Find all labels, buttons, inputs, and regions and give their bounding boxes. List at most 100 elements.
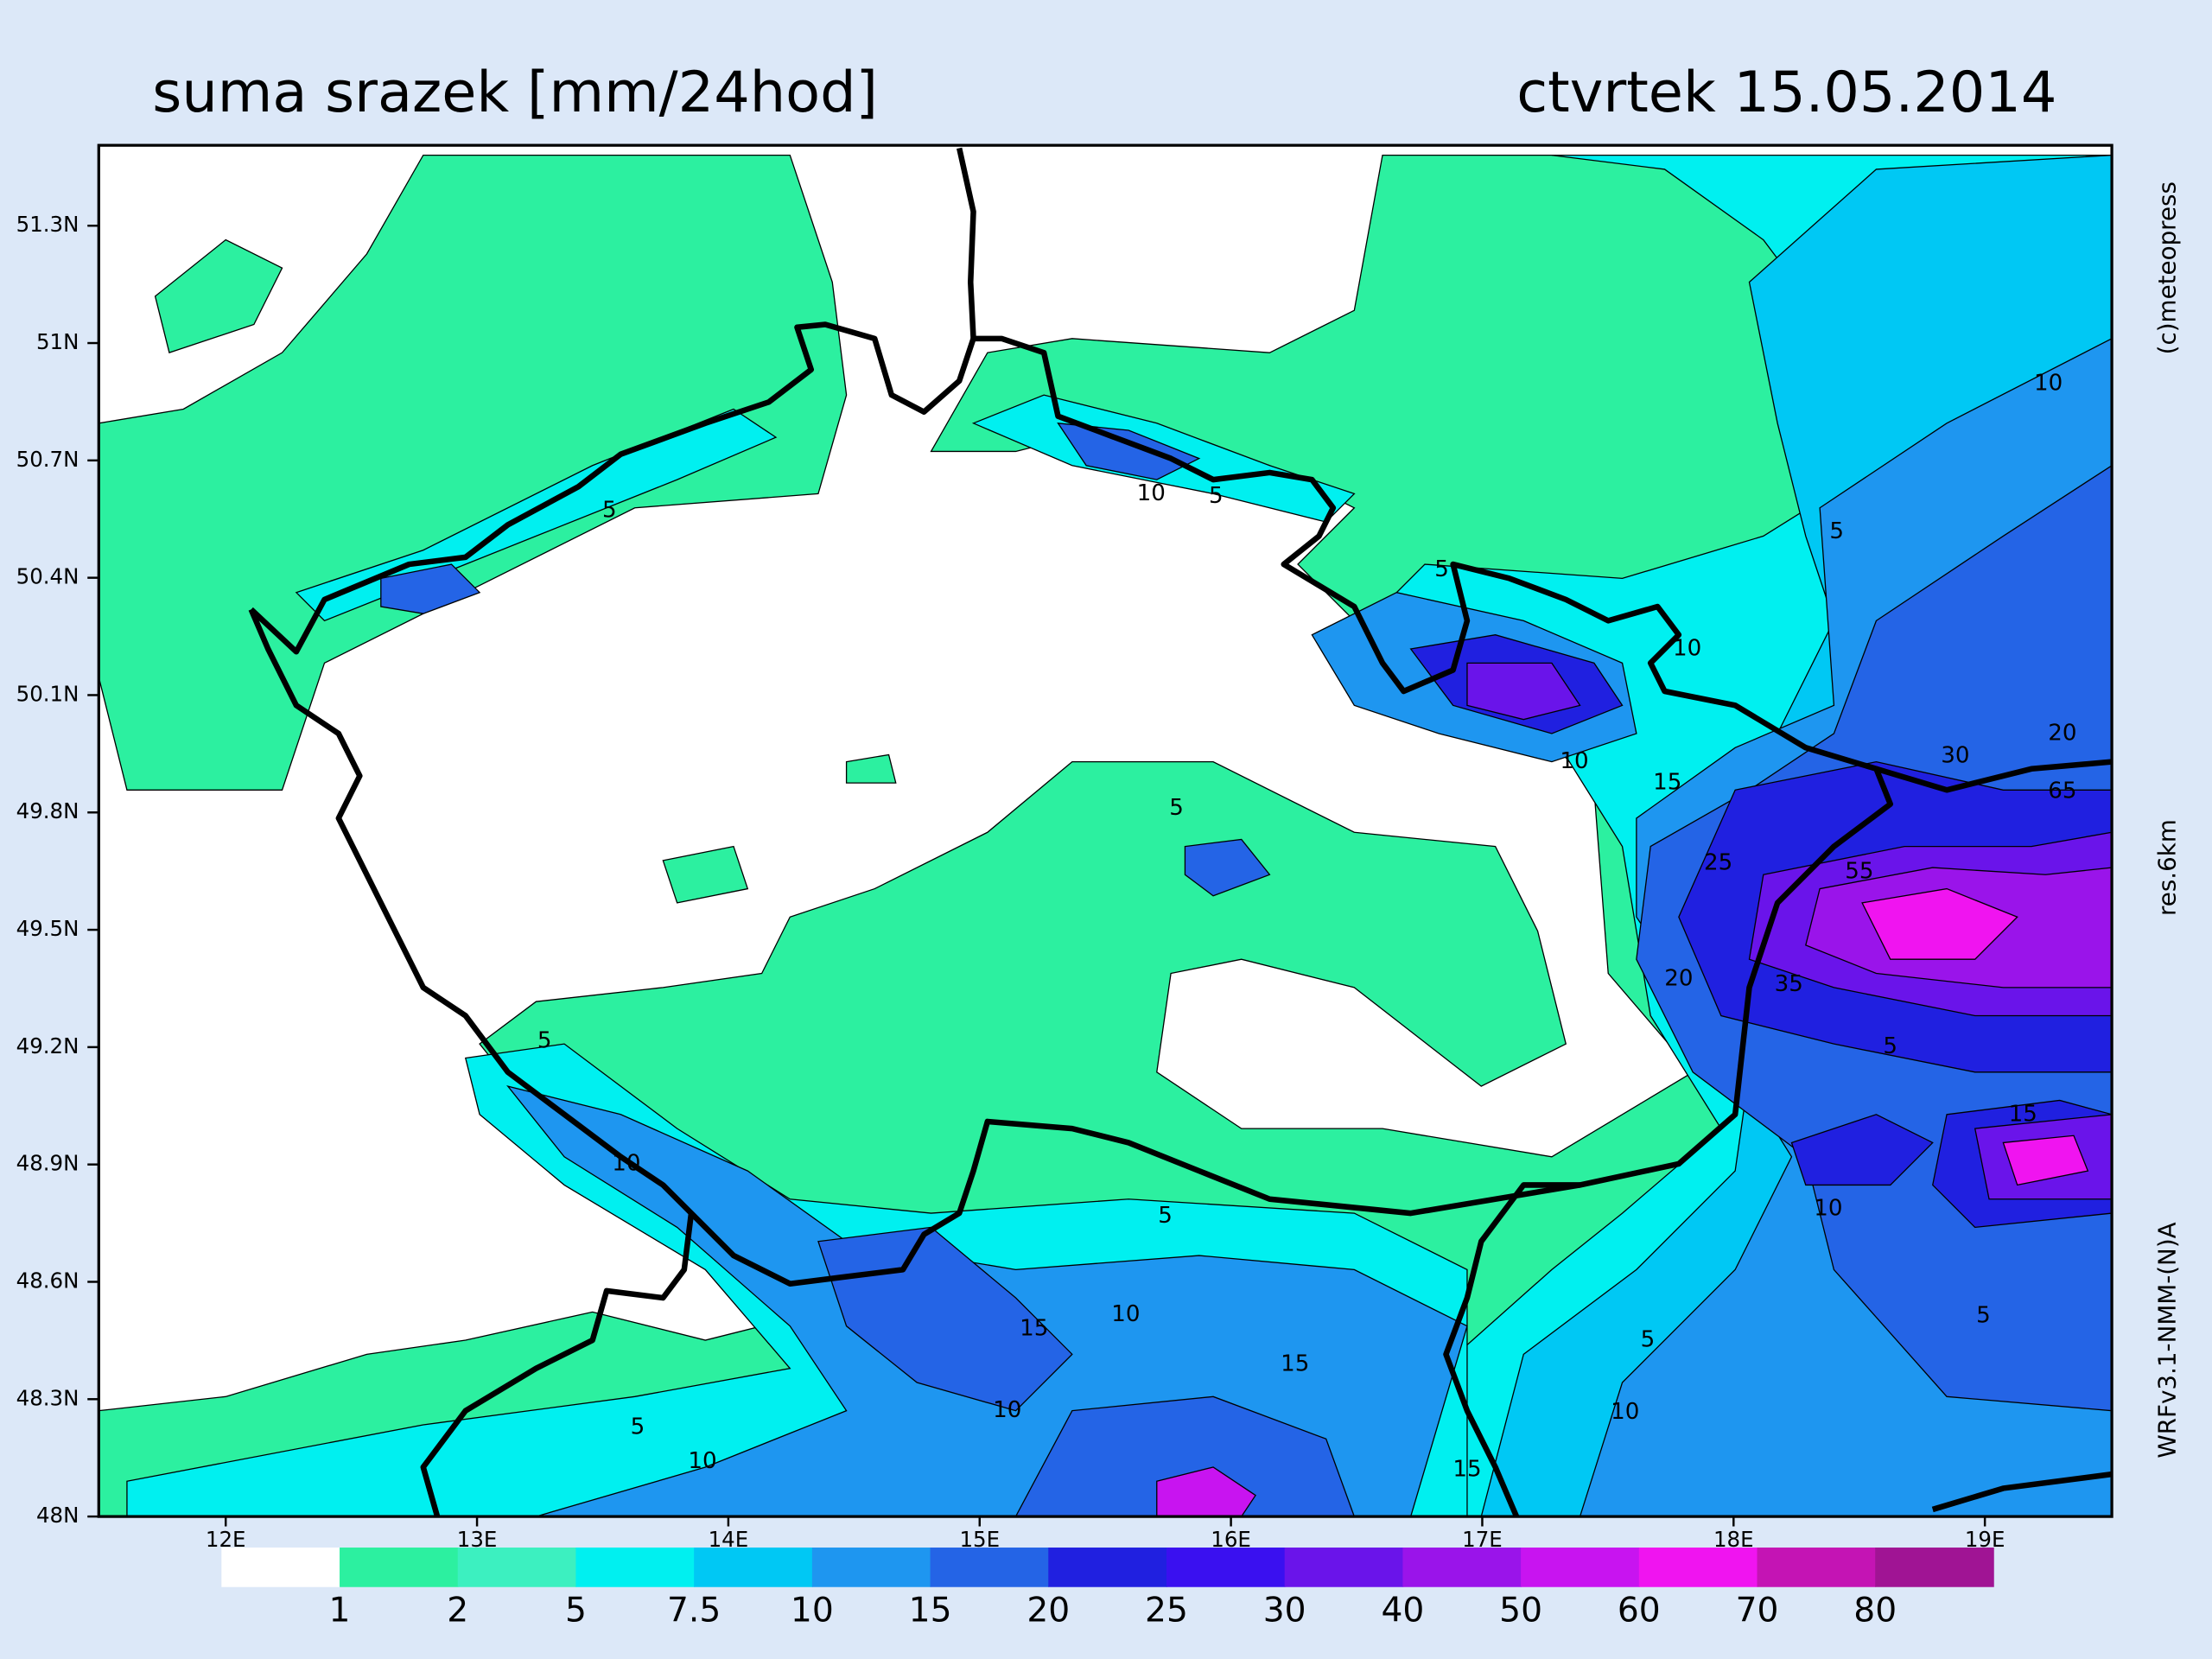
precip-area	[1184, 838, 1271, 897]
lat-label: 50.7N	[16, 447, 79, 472]
lat-label: 49.8N	[16, 798, 79, 823]
contour-label: 65	[2048, 778, 2076, 804]
contour-label: 30	[1941, 743, 1969, 769]
precip-area	[1790, 1114, 1934, 1186]
borders	[248, 147, 2113, 1517]
lat-label: 48.3N	[16, 1385, 79, 1410]
contour-label: 10	[1137, 480, 1166, 506]
lat-label: 48N	[36, 1503, 79, 1528]
contour-label: 5	[1158, 1203, 1173, 1229]
colorbar-label: 40	[1381, 1592, 1424, 1630]
colorbar-box	[1875, 1548, 1994, 1587]
colorbar-label: 15	[909, 1592, 952, 1630]
precip-area	[380, 563, 481, 614]
contour-label: 10	[1814, 1196, 1842, 1222]
contour-label: 5	[1883, 1033, 1897, 1059]
precip-area	[1057, 423, 1201, 480]
contour-label: 15	[1020, 1315, 1048, 1341]
colorbar-label: 60	[1618, 1592, 1661, 1630]
contour-label: 15	[1281, 1351, 1309, 1376]
model-name: WRFv3.1-NMM-(N)A	[2152, 1222, 2181, 1458]
contour-label: 10	[612, 1150, 640, 1176]
colorbar-box	[340, 1548, 459, 1587]
map-title: suma srazek [mm/24hod]	[152, 60, 878, 125]
colorbar-box	[930, 1548, 1050, 1587]
colorbar-label: 10	[791, 1592, 834, 1630]
contour-label: 5	[602, 498, 617, 524]
precip-area	[2002, 1135, 2089, 1186]
colorbar-label: 70	[1736, 1592, 1779, 1630]
contour-label: 15	[1653, 770, 1681, 796]
hungary-border	[1931, 1471, 2113, 1513]
colorbar-label: 7.5	[667, 1592, 721, 1630]
colorbar-box	[1521, 1548, 1640, 1587]
lat-label: 51.3N	[16, 212, 79, 237]
colorbar-box	[1048, 1548, 1167, 1587]
czech-border	[248, 321, 1894, 1287]
resolution: res.6km	[2152, 819, 2181, 916]
colorbar-label: 2	[447, 1592, 468, 1630]
lat-label: 48.6N	[16, 1268, 79, 1293]
contour-label: 10	[1560, 748, 1588, 774]
contour-label: 20	[1664, 966, 1693, 992]
precip-area	[662, 845, 749, 904]
precip-area	[295, 408, 778, 622]
contour-label: 5	[1829, 518, 1844, 544]
contour-label: 10	[1111, 1301, 1140, 1327]
contour-label: 5	[537, 1027, 552, 1053]
contour-label: 10	[1611, 1399, 1639, 1425]
colorbar-box	[1757, 1548, 1877, 1587]
colorbar-label: 20	[1027, 1592, 1070, 1630]
colorbar-label: 25	[1145, 1592, 1188, 1630]
precip-area	[1014, 1395, 1356, 1517]
precip-area	[1466, 662, 1581, 721]
lat-label: 51N	[36, 329, 79, 354]
contour-label: 35	[1775, 971, 1803, 997]
germany-austria-border	[420, 1212, 695, 1517]
contour-label: 10	[993, 1397, 1021, 1423]
credits: (c)meteopress	[2152, 181, 2181, 354]
contour-label: 5	[1209, 483, 1224, 509]
contour-label: 15	[2009, 1101, 2037, 1127]
colorbar-box	[1284, 1548, 1404, 1587]
contour-label: 5	[1434, 556, 1449, 582]
lat-label: 50.4N	[16, 564, 79, 589]
poland-germany-border	[957, 147, 976, 339]
contour-label: 5	[631, 1414, 645, 1440]
colorbar-label: 5	[565, 1592, 587, 1630]
plot-frame	[97, 143, 2113, 1518]
colorbar-box	[221, 1548, 340, 1587]
colorbar-box	[1638, 1548, 1758, 1587]
contour-label: 5	[1641, 1327, 1656, 1353]
colorbar-label: 1	[329, 1592, 351, 1630]
lat-label: 49.5N	[16, 916, 79, 941]
contour-label: 20	[2048, 720, 2076, 746]
colorbar-label: 50	[1499, 1592, 1542, 1630]
colorbar-box	[575, 1548, 695, 1587]
colorbar-box	[811, 1548, 931, 1587]
colorbar: 1 2 5 7.5 10 15 20 25 30 40 50 60 70 80	[221, 1548, 1994, 1630]
colorbar-box	[457, 1548, 577, 1587]
contour-label: 5	[1976, 1303, 1991, 1329]
colorbar-box	[1402, 1548, 1522, 1587]
precip-area	[99, 154, 848, 791]
colorbar-box	[694, 1548, 813, 1587]
contour-label: 10	[2034, 371, 2063, 397]
lat-label: 50.1N	[16, 681, 79, 706]
precip-area	[154, 238, 283, 354]
precip-area	[1861, 887, 2018, 960]
contour-label: 5	[1169, 795, 1184, 821]
colorbar-label: 30	[1263, 1592, 1306, 1630]
contour-label: 25	[1704, 850, 1732, 876]
lat-label: 48.9N	[16, 1151, 79, 1176]
lat-label: 49.2N	[16, 1033, 79, 1058]
austria-border	[1443, 1182, 1580, 1517]
contour-label: 15	[1452, 1457, 1481, 1483]
contour-label: 55	[1845, 858, 1873, 884]
map-date: ctvrtek 15.05.2014	[1516, 60, 2056, 125]
precip-area	[845, 753, 897, 784]
slovakia-border	[1875, 759, 2113, 793]
precip-area	[1156, 1466, 1256, 1517]
